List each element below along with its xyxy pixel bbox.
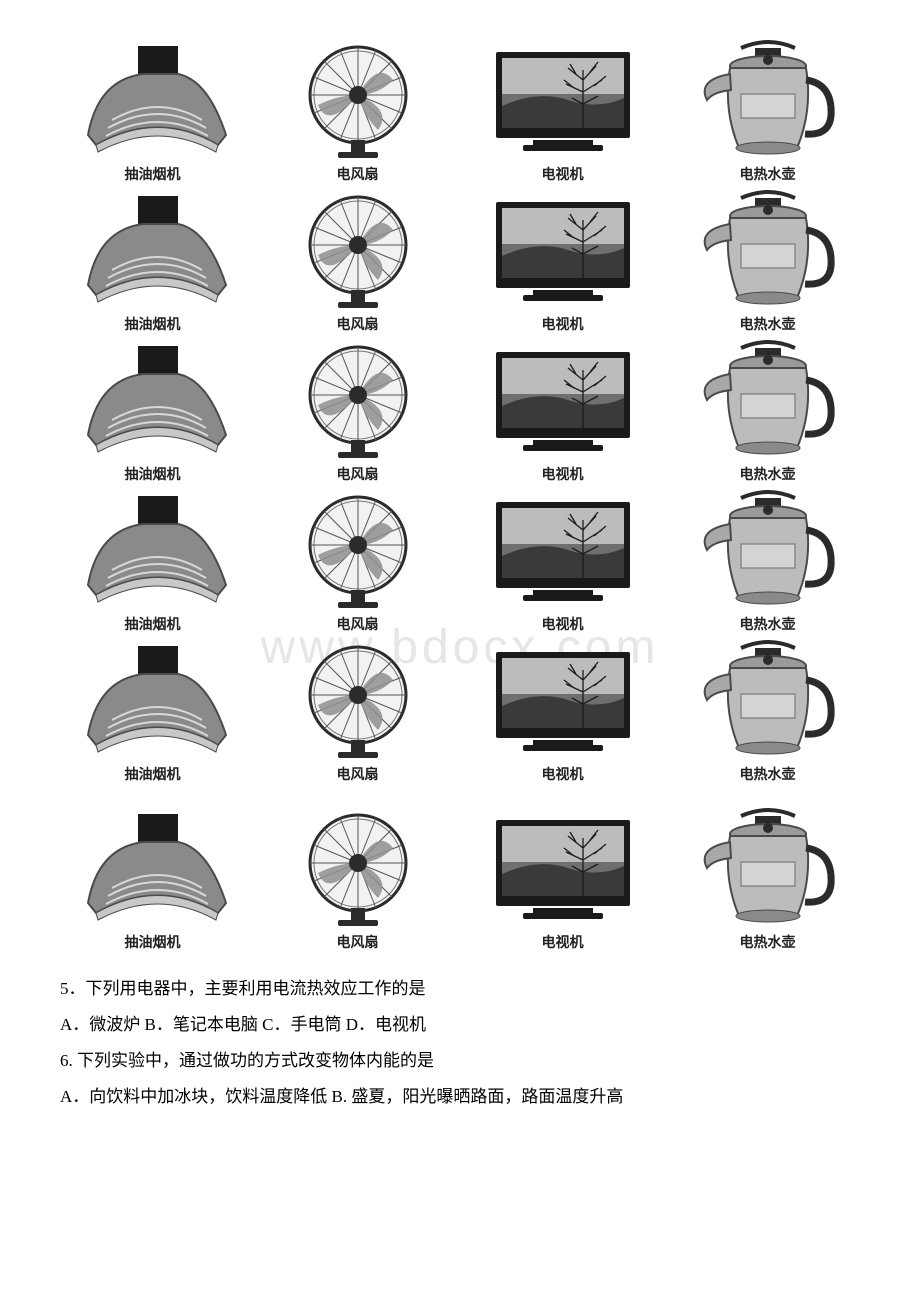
appliance-label: 电热水壶 bbox=[740, 164, 796, 184]
appliance-label: 电热水壶 bbox=[740, 932, 796, 952]
tv-icon bbox=[488, 490, 638, 610]
appliance-label: 抽油烟机 bbox=[125, 764, 181, 784]
appliance-range-hood: 抽油烟机 bbox=[73, 808, 233, 952]
appliance-label: 抽油烟机 bbox=[125, 464, 181, 484]
appliance-label: 电视机 bbox=[542, 464, 584, 484]
appliance-grid: 抽油烟机 bbox=[60, 40, 860, 952]
question-text: 下列用电器中，主要利用电流热效应工作的是 bbox=[86, 979, 426, 998]
appliance-label: 电风扇 bbox=[337, 764, 379, 784]
fan-icon bbox=[283, 40, 433, 160]
appliance-kettle: 电热水壶 bbox=[688, 490, 848, 634]
appliance-label: 电风扇 bbox=[337, 614, 379, 634]
appliance-label: 电风扇 bbox=[337, 464, 379, 484]
appliance-fan: 电风扇 bbox=[278, 490, 438, 634]
appliance-row: 抽油烟机 电风扇 电视机 电热水壶 bbox=[60, 190, 860, 334]
range-hood-icon bbox=[78, 808, 228, 928]
appliance-range-hood: 抽油烟机 bbox=[73, 40, 233, 184]
kettle-icon bbox=[693, 808, 843, 928]
appliance-fan: 电风扇 bbox=[278, 640, 438, 784]
question-text: 下列实验中，通过做功的方式改变物体内能的是 bbox=[73, 1051, 434, 1070]
appliance-row: 抽油烟机 电风扇 电视机 电热水壶 bbox=[60, 808, 860, 952]
appliance-label: 电视机 bbox=[542, 764, 584, 784]
appliance-label: 电风扇 bbox=[337, 314, 379, 334]
range-hood-icon bbox=[78, 40, 228, 160]
kettle-icon bbox=[693, 190, 843, 310]
tv-icon bbox=[488, 640, 638, 760]
appliance-kettle: 电热水壶 bbox=[688, 190, 848, 334]
appliance-label: 电视机 bbox=[542, 314, 584, 334]
kettle-icon bbox=[693, 340, 843, 460]
fan-icon bbox=[283, 640, 433, 760]
appliance-kettle: 电热水壶 bbox=[688, 340, 848, 484]
appliance-tv: 电视机 bbox=[483, 490, 643, 634]
question-6-stem: 6. 下列实验中，通过做功的方式改变物体内能的是 bbox=[60, 1044, 860, 1078]
appliance-label: 抽油烟机 bbox=[125, 164, 181, 184]
appliance-kettle: 电热水壶 bbox=[688, 40, 848, 184]
kettle-icon bbox=[693, 640, 843, 760]
appliance-tv: 电视机 bbox=[483, 40, 643, 184]
tv-icon bbox=[488, 340, 638, 460]
tv-icon bbox=[488, 808, 638, 928]
appliance-row: 抽油烟机 电风扇 电视机 电热水壶 bbox=[60, 340, 860, 484]
appliance-label: 电热水壶 bbox=[740, 614, 796, 634]
fan-icon bbox=[283, 190, 433, 310]
appliance-label: 电热水壶 bbox=[740, 314, 796, 334]
appliance-row: 抽油烟机 电风扇 电视机 电热水壶 bbox=[60, 640, 860, 784]
appliance-label: 电热水壶 bbox=[740, 764, 796, 784]
appliance-row: 抽油烟机 电风扇 电视机 电热水壶 bbox=[60, 490, 860, 634]
fan-icon bbox=[283, 340, 433, 460]
appliance-fan: 电风扇 bbox=[278, 190, 438, 334]
appliance-range-hood: 抽油烟机 bbox=[73, 640, 233, 784]
fan-icon bbox=[283, 808, 433, 928]
kettle-icon bbox=[693, 490, 843, 610]
appliance-label: 电视机 bbox=[542, 164, 584, 184]
kettle-icon bbox=[693, 40, 843, 160]
appliance-tv: 电视机 bbox=[483, 340, 643, 484]
question-block: 5．下列用电器中，主要利用电流热效应工作的是 A．微波炉 B．笔记本电脑 C．手… bbox=[60, 972, 860, 1114]
question-5-options: A．微波炉 B．笔记本电脑 C．手电筒 D．电视机 bbox=[60, 1008, 860, 1042]
question-number: 5． bbox=[60, 979, 86, 998]
tv-icon bbox=[488, 40, 638, 160]
appliance-label: 抽油烟机 bbox=[125, 932, 181, 952]
appliance-label: 电风扇 bbox=[337, 932, 379, 952]
appliance-label: 抽油烟机 bbox=[125, 614, 181, 634]
question-number: 6. bbox=[60, 1051, 73, 1070]
appliance-tv: 电视机 bbox=[483, 190, 643, 334]
appliance-tv: 电视机 bbox=[483, 808, 643, 952]
range-hood-icon bbox=[78, 340, 228, 460]
appliance-label: 抽油烟机 bbox=[125, 314, 181, 334]
appliance-label: 电视机 bbox=[542, 932, 584, 952]
fan-icon bbox=[283, 490, 433, 610]
range-hood-icon bbox=[78, 640, 228, 760]
appliance-row: 抽油烟机 bbox=[60, 40, 860, 184]
appliance-fan: 电风扇 bbox=[278, 340, 438, 484]
appliance-fan: 电风扇 bbox=[278, 808, 438, 952]
range-hood-icon bbox=[78, 190, 228, 310]
tv-icon bbox=[488, 190, 638, 310]
appliance-range-hood: 抽油烟机 bbox=[73, 490, 233, 634]
appliance-label: 电热水壶 bbox=[740, 464, 796, 484]
appliance-range-hood: 抽油烟机 bbox=[73, 190, 233, 334]
appliance-kettle: 电热水壶 bbox=[688, 808, 848, 952]
appliance-fan: 电风扇 bbox=[278, 40, 438, 184]
question-5-stem: 5．下列用电器中，主要利用电流热效应工作的是 bbox=[60, 972, 860, 1006]
appliance-kettle: 电热水壶 bbox=[688, 640, 848, 784]
appliance-tv: 电视机 bbox=[483, 640, 643, 784]
appliance-range-hood: 抽油烟机 bbox=[73, 340, 233, 484]
question-6-options: A．向饮料中加冰块，饮料温度降低 B. 盛夏，阳光曝晒路面，路面温度升高 bbox=[60, 1080, 860, 1114]
appliance-label: 电风扇 bbox=[337, 164, 379, 184]
range-hood-icon bbox=[78, 490, 228, 610]
appliance-label: 电视机 bbox=[542, 614, 584, 634]
